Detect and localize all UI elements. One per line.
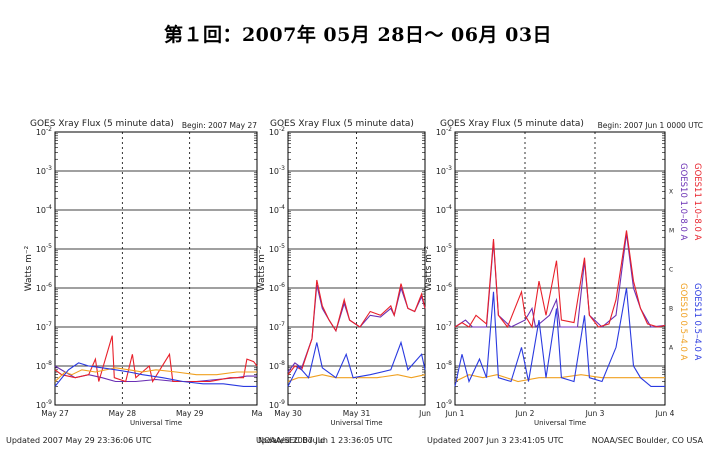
y-tick-label: 10-7: [436, 321, 452, 332]
y-tick-label: 10-6: [436, 282, 452, 293]
series-line: [454, 287, 665, 387]
y-tick-label: 10-4: [436, 204, 452, 215]
y-tick-label: 10-4: [269, 204, 285, 215]
y-tick-label: 10-9: [269, 399, 285, 410]
plot-frame: [287, 131, 426, 406]
y-tick-label: 10-7: [269, 321, 285, 332]
y-tick-label: 10-7: [36, 321, 52, 332]
panel-updated-text: Updated 2007 Jun 1 23:36:05 UTC: [256, 436, 393, 445]
chart-panel-2: GOES Xray Flux (5 minute data) May 30 May …: [256, 119, 431, 445]
y-tick-label: 10-6: [269, 282, 285, 293]
x-tick-label: May 27: [41, 409, 69, 418]
panel-title: GOES Xray Flux (5 minute data): [270, 119, 414, 129]
series-line: [287, 340, 426, 387]
series-line: [54, 362, 257, 387]
legend-goes11_long: GOES11 1.0–8.0 A: [692, 163, 702, 241]
y-tick-label: 10-9: [436, 399, 452, 410]
series-line: [287, 374, 426, 383]
legend-goes10_short: GOES10 0.5–4.0 A: [678, 283, 688, 361]
x-tick-label: May 31: [343, 409, 371, 418]
y-axis-label: Watts m⁻²: [424, 245, 434, 291]
panel-begin-label: Begin: 2007 Jun 1 0000 UTC: [598, 121, 703, 130]
y-tick-label: 10-8: [269, 360, 285, 371]
panel-title: GOES Xray Flux (5 minute data): [440, 119, 584, 129]
y-tick-label: 10-3: [36, 165, 52, 176]
x-tick-label: May 28: [109, 409, 137, 418]
legend-goes10_long: GOES10 1.0–8.0 A: [678, 163, 688, 241]
panel-credit-text: NOAA/SEC Bould: [258, 436, 325, 445]
y-tick-label: 10-2: [36, 126, 52, 137]
x-axis-label: Universal Time: [534, 419, 586, 427]
y-axis-label: Watts m⁻²: [257, 245, 267, 291]
series-line: [287, 279, 426, 376]
flux-class-letter: B: [669, 306, 673, 313]
y-tick-label: 10-5: [269, 243, 285, 254]
y-tick-label: 10-5: [436, 243, 452, 254]
x-tick-label: Jun: [418, 409, 431, 418]
panel-credit-text: NOAA/SEC Boulder, CO USA: [592, 436, 704, 445]
panel-begin-label: Begin: 2007 May 27: [182, 121, 257, 130]
series-line: [454, 230, 666, 329]
y-tick-label: 10-3: [436, 165, 452, 176]
y-tick-label: 10-4: [36, 204, 52, 215]
plot-frame: [454, 131, 666, 406]
flux-class-letter: M: [669, 228, 674, 235]
chart-panel-1: GOES Xray Flux (5 minute data) Begin: 200…: [6, 119, 325, 445]
x-tick-label: May 30: [274, 409, 302, 418]
y-tick-label: 10-2: [436, 126, 452, 137]
series-line: [54, 335, 258, 383]
chart-panel-3: GOES Xray Flux (5 minute data) Begin: 200…: [424, 119, 704, 445]
series-line: [454, 374, 665, 383]
y-axis-label: Watts m⁻²: [24, 245, 34, 291]
flux-class-letter: X: [669, 189, 673, 196]
y-tick-label: 10-8: [436, 360, 452, 371]
y-tick-label: 10-9: [36, 399, 52, 410]
plot-frame: [54, 131, 258, 406]
x-tick-label: May 29: [176, 409, 204, 418]
flux-class-letter: C: [669, 267, 673, 274]
panel-updated-text: Updated 2007 May 29 23:36:06 UTC: [6, 436, 152, 445]
x-axis-label: Universal Time: [330, 419, 382, 427]
y-tick-label: 10-8: [36, 360, 52, 371]
x-tick-label: Jun 4: [655, 409, 675, 418]
legend-goes11_short: GOES11 0.5–4.0 A: [692, 283, 702, 361]
y-tick-label: 10-2: [269, 126, 285, 137]
panel-title: GOES Xray Flux (5 minute data): [30, 119, 174, 129]
series-line: [54, 367, 257, 382]
flux-class-letter: A: [669, 345, 674, 352]
y-tick-label: 10-6: [36, 282, 52, 293]
page-title: 第１回：2007年 05月 28日～ 06月 03日: [163, 24, 553, 46]
x-axis-label: Universal Time: [130, 419, 182, 427]
x-tick-label: Jun 2: [515, 409, 535, 418]
x-tick-label: Ma: [251, 409, 262, 418]
y-tick-label: 10-5: [36, 243, 52, 254]
panel-updated-text: Updated 2007 Jun 3 23:41:05 UTC: [427, 436, 564, 445]
x-tick-label: Jun 1: [445, 409, 465, 418]
x-tick-label: Jun 3: [585, 409, 605, 418]
y-tick-label: 10-3: [269, 165, 285, 176]
